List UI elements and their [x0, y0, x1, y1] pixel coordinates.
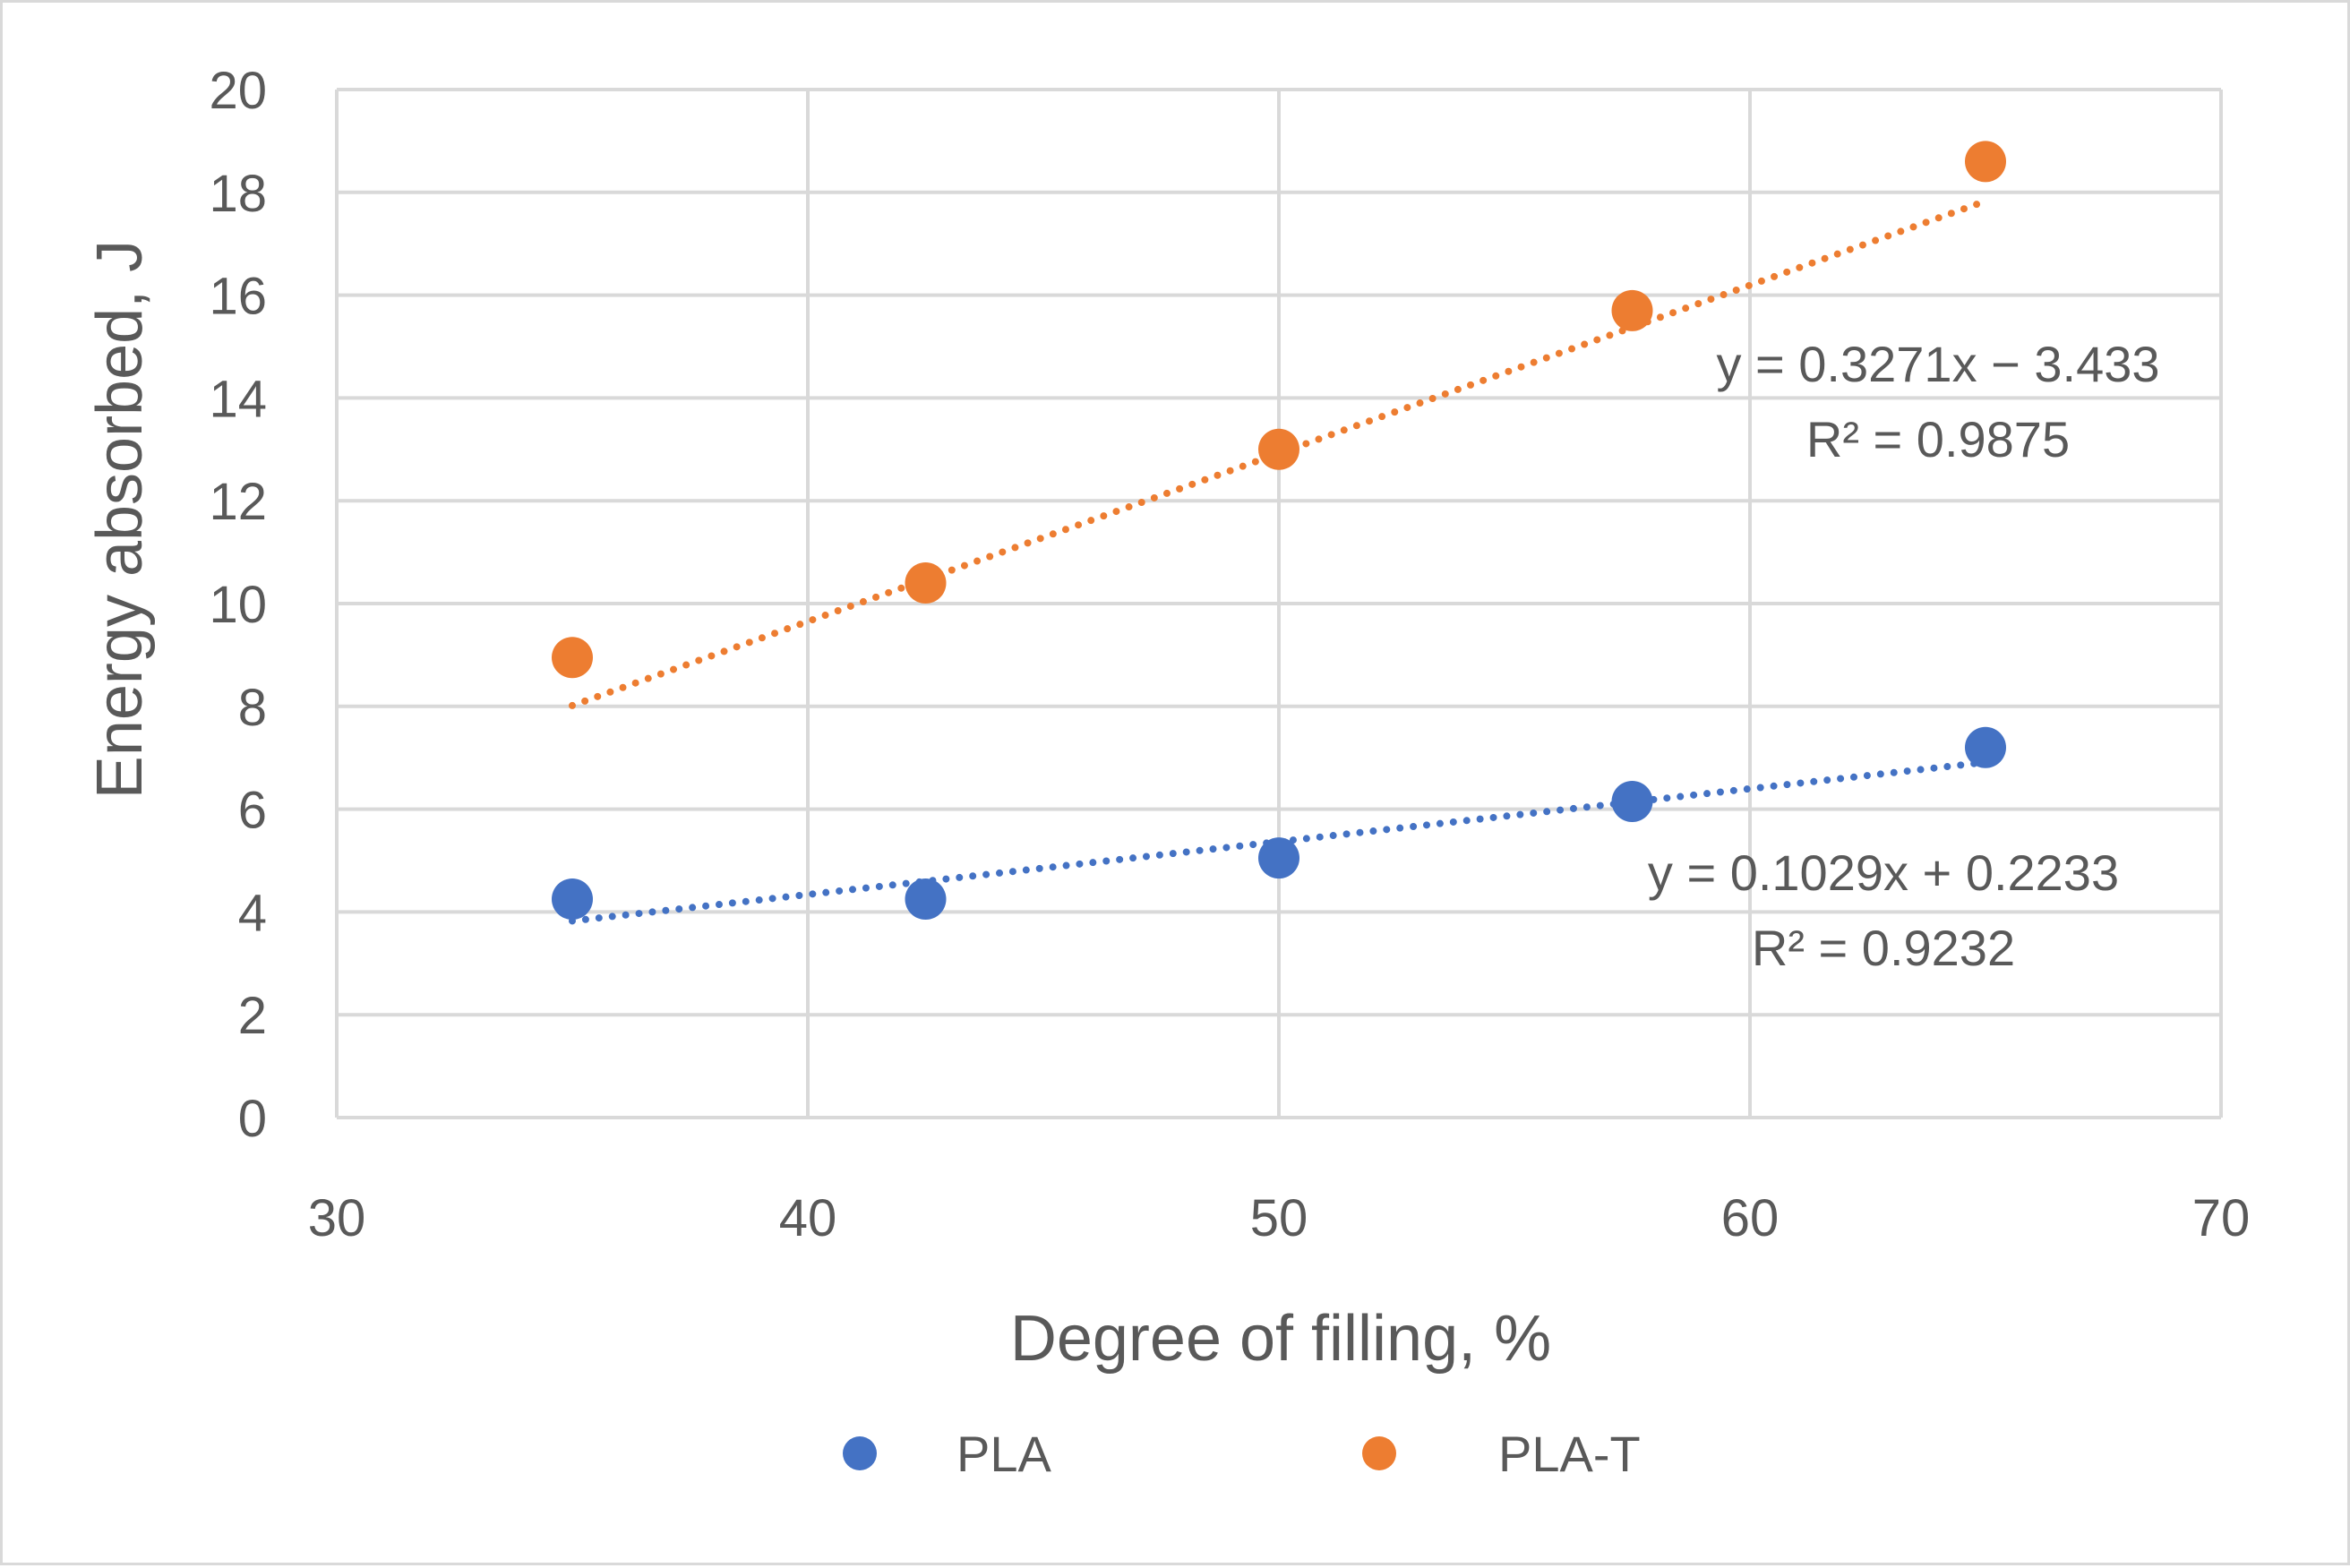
- data-point-pla[interactable]: [552, 878, 593, 921]
- axes: 0 2 4 6 8 10 12 14 16 18 20 30 40 50 60 70: [209, 62, 2250, 1247]
- y-tick-label: 12: [209, 473, 267, 531]
- legend-label-pla-t: PLA-T: [1498, 1426, 1641, 1482]
- data-point-pla-t[interactable]: [1611, 289, 1653, 331]
- trendline-r2-pla: R² = 0.9232: [1752, 920, 2015, 976]
- y-tick-label: 14: [209, 370, 267, 428]
- labels: Degree of filling, % Energy absorbed, J: [84, 240, 1551, 1375]
- legend-marker-pla-t: [1362, 1436, 1396, 1470]
- data-point-pla[interactable]: [1965, 726, 2006, 768]
- x-axis-title: Degree of filling, %: [1010, 1303, 1551, 1375]
- y-tick-label: 16: [209, 268, 267, 326]
- y-tick-label: 2: [238, 987, 267, 1045]
- data-point-pla-t[interactable]: [552, 637, 593, 679]
- y-tick-label: 6: [238, 782, 267, 840]
- gridlines: [335, 88, 2223, 1119]
- data-point-pla-t[interactable]: [1965, 141, 2006, 183]
- x-tick-label: 30: [308, 1189, 366, 1247]
- data-point-pla[interactable]: [1611, 780, 1653, 822]
- legend-label-pla: PLA: [956, 1426, 1051, 1482]
- data-point-pla[interactable]: [1258, 837, 1299, 879]
- trendline-equation-pla: y = 0.1029x + 0.2233: [1648, 844, 2119, 901]
- y-tick-label: 0: [238, 1090, 267, 1148]
- y-tick-label: 10: [209, 576, 267, 634]
- x-tick-label: 40: [779, 1189, 837, 1247]
- scatter-chart: 0 2 4 6 8 10 12 14 16 18 20 30 40 50 60 70 Degree of fi…: [84, 62, 2250, 1482]
- trendline-labels: y = 0.1029x + 0.2233 R² = 0.9232 y = 0.3…: [1648, 336, 2160, 976]
- x-tick-label: 50: [1250, 1189, 1308, 1247]
- data-points: [552, 141, 2006, 921]
- legend-marker-pla: [843, 1436, 877, 1470]
- trendline-r2-pla-t: R² = 0.9875: [1806, 411, 2070, 467]
- data-point-pla-t[interactable]: [1258, 428, 1299, 470]
- y-axis-title: Energy absorbed, J: [84, 240, 156, 799]
- y-tick-label: 18: [209, 165, 267, 223]
- y-tick-label: 4: [238, 884, 267, 942]
- x-tick-label: 60: [1721, 1189, 1780, 1247]
- legend-item-pla[interactable]: PLA: [843, 1426, 1051, 1482]
- data-point-pla-t[interactable]: [905, 562, 947, 604]
- legend: PLA PLA-T: [843, 1426, 1641, 1482]
- trendline-equation-pla-t: y = 0.3271x − 3.433: [1716, 336, 2159, 392]
- y-tick-label: 8: [238, 679, 267, 737]
- legend-item-pla-t[interactable]: PLA-T: [1362, 1426, 1641, 1482]
- y-tick-label: 20: [209, 62, 267, 120]
- data-point-pla[interactable]: [905, 878, 947, 921]
- x-tick-label: 70: [2192, 1189, 2251, 1247]
